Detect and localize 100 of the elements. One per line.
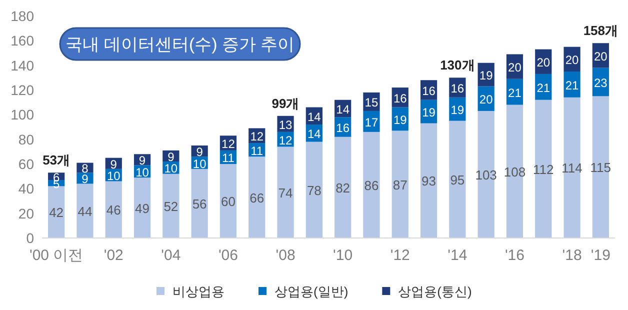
data-label: 20: [479, 92, 494, 107]
x-tick-label: '08: [276, 247, 296, 264]
data-label: 21: [536, 80, 550, 95]
bar: [306, 142, 322, 238]
data-label: 108: [504, 164, 526, 180]
bar: [76, 184, 94, 238]
y-tick-label: 0: [26, 230, 34, 246]
bar: [134, 178, 151, 238]
data-label: 19: [393, 112, 408, 127]
data-label: 12: [278, 133, 293, 148]
bar: [449, 120, 466, 238]
data-label: 10: [164, 162, 178, 176]
x-tick-label: '02: [104, 247, 124, 264]
data-label: 19: [422, 106, 436, 120]
data-label: 52: [164, 198, 178, 214]
annotation: 99개: [272, 96, 300, 111]
text: 국내 데이터센터(수) 증가 추이: [65, 35, 295, 54]
data-label: 14: [307, 110, 322, 124]
x-tick-label: '06: [218, 247, 238, 264]
bar: [592, 96, 609, 238]
bar: [564, 72, 580, 98]
bar: [506, 104, 524, 238]
y-tick-label: 180: [10, 8, 34, 24]
x-tick-label: '12: [390, 247, 410, 264]
data-label: 60: [220, 194, 236, 209]
data-label: 82: [336, 180, 350, 196]
bar: [478, 110, 494, 238]
data-label: 49: [135, 200, 150, 216]
data-label: 9: [196, 145, 204, 160]
y-tick-label: 20: [18, 205, 34, 222]
data-label: 16: [422, 84, 436, 98]
bar: [162, 174, 180, 238]
data-label: 16: [450, 82, 464, 96]
data-label: 93: [422, 174, 436, 189]
y-tick-label: 80: [18, 131, 34, 148]
data-label: 114: [562, 160, 582, 176]
data-label: 10: [106, 169, 121, 184]
x-tick-label: '16: [504, 247, 525, 264]
x-tick-label: '19: [590, 247, 610, 264]
data-label: 42: [49, 205, 64, 220]
legend-label: 비상업용: [172, 284, 224, 299]
bar: [334, 136, 352, 238]
bar: [535, 100, 552, 238]
data-label: 20: [536, 56, 550, 70]
data-label: 20: [508, 60, 522, 75]
data-label: 74: [278, 185, 293, 200]
data-label: 12: [222, 137, 236, 152]
data-label: 10: [136, 165, 150, 180]
data-label: 21: [508, 86, 522, 100]
data-label: 13: [278, 118, 293, 132]
y-tick-label: 160: [10, 32, 34, 49]
x-tick-label: '00 이전: [29, 247, 84, 264]
x-tick-label: '14: [448, 247, 468, 264]
y-tick-label: 40: [18, 180, 34, 197]
data-label: 20: [594, 49, 608, 64]
annotation: 130개: [440, 58, 475, 73]
data-label: 14: [336, 102, 350, 116]
data-label: 46: [106, 202, 121, 218]
data-label: 20: [565, 53, 580, 68]
x-tick-label: '10: [333, 247, 353, 264]
bar: [420, 123, 438, 238]
data-label: 112: [533, 162, 554, 177]
bar: [363, 132, 380, 238]
data-label: 9: [138, 154, 146, 168]
y-tick-label: 120: [10, 82, 34, 98]
data-label: 9: [110, 157, 118, 172]
bar: [220, 164, 237, 238]
data-label: 12: [250, 130, 264, 144]
data-label: 44: [78, 204, 92, 219]
legend-label: 상업용(일반): [274, 284, 348, 299]
data-label: 78: [306, 182, 322, 198]
data-label: 56: [192, 196, 207, 212]
y-tick-label: 60: [18, 156, 34, 172]
bar: [248, 156, 266, 238]
bar: [277, 146, 294, 238]
annotation: 158개: [583, 23, 618, 38]
data-label: 95: [450, 172, 465, 188]
annotation: 53개: [42, 152, 70, 168]
bar: [392, 130, 408, 238]
data-label: 14: [307, 127, 322, 142]
bar: [105, 181, 122, 238]
bar: [363, 110, 380, 132]
x-tick-label: '18: [562, 247, 582, 264]
legend-label: 상업용(통신): [398, 284, 472, 299]
data-label: 87: [392, 177, 408, 192]
data-label: 115: [590, 160, 612, 176]
y-tick-label: 140: [10, 57, 34, 74]
data-label: 15: [364, 96, 378, 110]
data-label: 86: [364, 178, 379, 193]
data-label: 9: [168, 150, 175, 164]
x-tick-label: '04: [161, 247, 181, 264]
bar: [191, 168, 208, 238]
data-label: 10: [192, 156, 207, 171]
data-label: 66: [250, 190, 264, 206]
y-tick-label: 100: [10, 106, 34, 123]
data-label: 23: [594, 76, 608, 90]
data-label: 11: [250, 144, 264, 158]
data-label: 19: [450, 103, 464, 118]
data-label: 103: [475, 167, 497, 182]
data-label: 17: [364, 115, 378, 130]
